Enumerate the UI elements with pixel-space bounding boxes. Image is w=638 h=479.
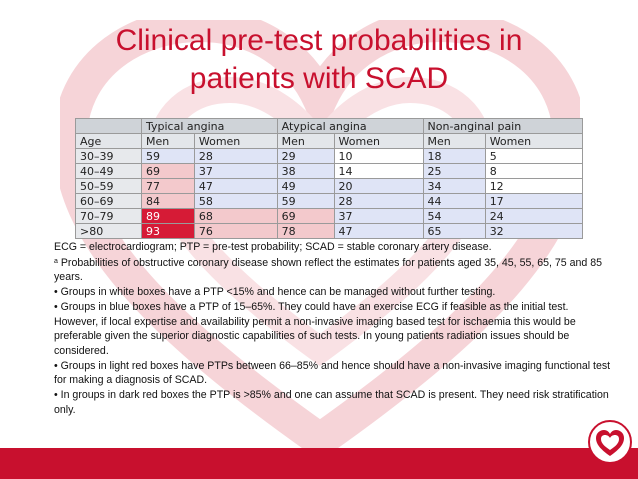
age-cell: >80 bbox=[75, 223, 142, 239]
table-cell: 59 bbox=[276, 193, 335, 209]
table-cell: 69 bbox=[276, 208, 335, 224]
group-header-non-anginal: Non-anginal pain bbox=[422, 118, 584, 134]
bullet-blue: • Groups in blue boxes have a PTP of 15–… bbox=[54, 300, 576, 357]
table-cell: 18 bbox=[422, 148, 486, 164]
notes-block: ECG = electrocardiogram; PTP = pre-test … bbox=[54, 240, 614, 417]
table-row: 30–39 59 28 29 10 18 5 bbox=[75, 148, 584, 164]
ptp-table: Typical angina Atypical angina Non-angin… bbox=[75, 118, 584, 239]
column-header: Men bbox=[276, 133, 335, 149]
table-cell: 69 bbox=[140, 163, 195, 179]
table-row: 50–59 77 47 49 20 34 12 bbox=[75, 178, 584, 194]
table-group-header-row: Typical angina Atypical angina Non-angin… bbox=[75, 118, 584, 134]
footnote-mark: a bbox=[54, 257, 58, 265]
column-header: Women bbox=[484, 133, 584, 149]
table-cell: 17 bbox=[484, 193, 584, 209]
column-header: Men bbox=[422, 133, 486, 149]
table-cell: 78 bbox=[276, 223, 335, 239]
table-cell: 84 bbox=[140, 193, 195, 209]
table-cell: 47 bbox=[193, 178, 278, 194]
age-cell: 30–39 bbox=[75, 148, 142, 164]
column-header: Age bbox=[75, 133, 142, 149]
table-cell: 25 bbox=[422, 163, 486, 179]
age-cell: 60–69 bbox=[75, 193, 142, 209]
age-cell: 50–59 bbox=[75, 178, 142, 194]
table-cell: 8 bbox=[484, 163, 584, 179]
table-cell: 12 bbox=[484, 178, 584, 194]
bullet-white: • Groups in white boxes have a PTP <15% … bbox=[54, 286, 496, 299]
table-cell: 49 bbox=[276, 178, 335, 194]
table-cell: 32 bbox=[484, 223, 584, 239]
table-corner-cell bbox=[75, 118, 142, 134]
table-row: 70–79 89 68 69 37 54 24 bbox=[75, 208, 584, 224]
table-cell: 59 bbox=[140, 148, 195, 164]
table-sub-header-row: Age Men Women Men Women Men Women bbox=[75, 133, 584, 149]
footnote-text: Probabilities of obstructive coronary di… bbox=[54, 256, 603, 284]
table-cell: 77 bbox=[140, 178, 195, 194]
table-cell: 47 bbox=[333, 223, 424, 239]
title-line-1: Clinical pre-test probabilities in bbox=[115, 24, 523, 57]
table-cell: 10 bbox=[333, 148, 424, 164]
table-cell: 5 bbox=[484, 148, 584, 164]
table-row: 60–69 84 58 59 28 44 17 bbox=[75, 193, 584, 209]
table-cell: 89 bbox=[140, 208, 195, 224]
table-cell: 93 bbox=[140, 223, 195, 239]
table-cell: 54 bbox=[422, 208, 486, 224]
abbreviations-note: ECG = electrocardiogram; PTP = pre-test … bbox=[54, 241, 492, 253]
table-cell: 38 bbox=[276, 163, 335, 179]
age-cell: 40–49 bbox=[75, 163, 142, 179]
table-cell: 14 bbox=[333, 163, 424, 179]
footnote: a Probabilities of obstructive coronary … bbox=[54, 255, 614, 285]
bullet-light-red: • Groups in light red boxes have PTPs be… bbox=[54, 359, 611, 387]
table-cell: 68 bbox=[193, 208, 278, 224]
bullet-dark-red: • In groups in dark red boxes the PTP is… bbox=[54, 389, 609, 416]
bottom-bar bbox=[0, 448, 638, 479]
table-cell: 58 bbox=[193, 193, 278, 209]
table-row: >80 93 76 78 47 65 32 bbox=[75, 223, 584, 239]
table-cell: 34 bbox=[422, 178, 486, 194]
title-line-2: patients with SCAD bbox=[189, 62, 449, 95]
table-cell: 20 bbox=[333, 178, 424, 194]
table-cell: 76 bbox=[193, 223, 278, 239]
table-cell: 24 bbox=[484, 208, 584, 224]
table-cell: 28 bbox=[333, 193, 424, 209]
group-header-typical: Typical angina bbox=[140, 118, 278, 134]
table-row: 40–49 69 37 38 14 25 8 bbox=[75, 163, 584, 179]
group-header-atypical: Atypical angina bbox=[276, 118, 424, 134]
page-title: Clinical pre-test probabilities in patie… bbox=[0, 22, 638, 98]
table-cell: 65 bbox=[422, 223, 486, 239]
table-cell: 29 bbox=[276, 148, 335, 164]
table-cell: 28 bbox=[193, 148, 278, 164]
column-header: Women bbox=[333, 133, 424, 149]
table-cell: 37 bbox=[333, 208, 424, 224]
table-cell: 44 bbox=[422, 193, 486, 209]
table-cell: 37 bbox=[193, 163, 278, 179]
column-header: Men bbox=[140, 133, 195, 149]
column-header: Women bbox=[193, 133, 278, 149]
esc-heart-logo-icon bbox=[588, 420, 632, 464]
age-cell: 70–79 bbox=[75, 208, 142, 224]
